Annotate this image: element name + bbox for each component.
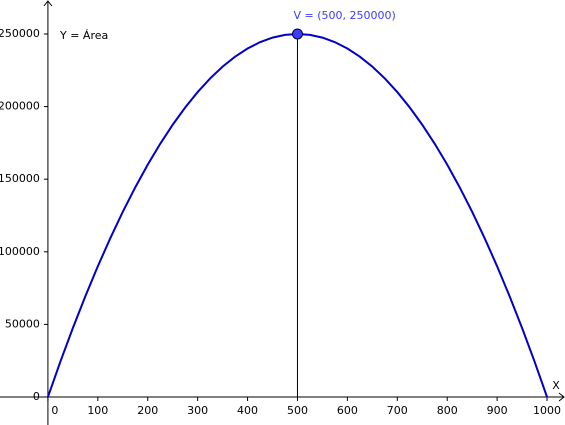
x-tick-label: 400	[237, 404, 258, 417]
x-tick-label: 500	[287, 404, 308, 417]
x-tick-label: 800	[437, 404, 458, 417]
x-tick-label: 100	[87, 404, 108, 417]
x-tick-label: 900	[487, 404, 508, 417]
x-tick-label: 1000	[533, 404, 561, 417]
y-tick-label: 50000	[5, 317, 40, 330]
vertex-label: V = (500, 250000)	[293, 9, 395, 22]
y-tick-label: 100000	[0, 245, 40, 258]
x-tick-label: 300	[187, 404, 208, 417]
annotation: Y = Área	[59, 29, 108, 42]
x-tick-label: 600	[337, 404, 358, 417]
y-axis-arrow	[43, 0, 53, 7]
y-tick-label: 0	[33, 390, 40, 403]
y-tick-label: 200000	[0, 100, 40, 113]
x-axis-label: X	[552, 379, 560, 392]
y-tick-label: 150000	[0, 172, 40, 185]
y-tick-label: 250000	[0, 27, 40, 40]
x-tick-label: 700	[387, 404, 408, 417]
vertex-point	[291, 28, 303, 40]
x-tick-label: 0	[51, 404, 58, 417]
x-tick-label: 200	[137, 404, 158, 417]
x-axis-arrow	[558, 392, 565, 402]
